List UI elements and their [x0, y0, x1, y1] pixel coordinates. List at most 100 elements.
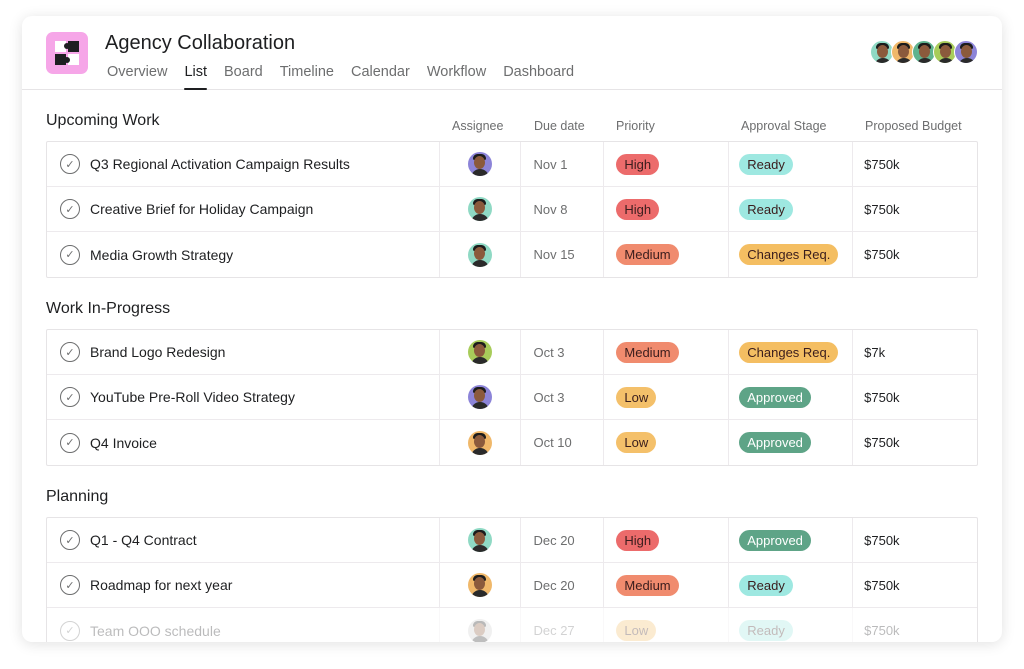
- task-name[interactable]: Creative Brief for Holiday Campaign: [90, 201, 314, 217]
- task-name[interactable]: Q4 Invoice: [90, 434, 157, 451]
- task-name[interactable]: Brand Logo Redesign: [90, 344, 226, 360]
- due-date-cell[interactable]: Nov 8: [521, 187, 605, 231]
- budget-cell[interactable]: $750k: [864, 577, 900, 593]
- task-name-cell[interactable]: ✓ Q1 - Q4 Contract: [47, 518, 440, 562]
- approval-cell[interactable]: Approved: [729, 420, 854, 465]
- assignee-cell[interactable]: [440, 142, 522, 186]
- due-date-cell[interactable]: Oct 10: [521, 420, 605, 465]
- tab-overview[interactable]: Overview: [107, 64, 168, 80]
- task-row[interactable]: ✓ Team OOO schedule Dec 27 Low Ready $750k: [47, 608, 977, 642]
- priority-cell[interactable]: Medium: [604, 563, 730, 607]
- complete-checkmark-icon[interactable]: ✓: [60, 199, 80, 219]
- tab-list[interactable]: List: [184, 64, 207, 90]
- member-avatar[interactable]: [954, 40, 978, 64]
- column-header-priority[interactable]: Priority: [616, 119, 655, 133]
- task-name-cell[interactable]: ✓ Team OOO schedule: [47, 608, 440, 642]
- budget-cell[interactable]: $750k: [864, 623, 900, 638]
- complete-checkmark-icon[interactable]: ✓: [60, 244, 80, 265]
- project-members[interactable]: [870, 40, 978, 64]
- budget-cell[interactable]: $750k: [864, 247, 900, 262]
- member-avatar[interactable]: [912, 40, 936, 64]
- approval-cell[interactable]: Ready: [729, 608, 854, 642]
- complete-checkmark-icon[interactable]: ✓: [60, 154, 80, 174]
- assignee-avatar[interactable]: [468, 618, 493, 642]
- task-row[interactable]: ✓ Q3 Regional Activation Campaign Results…: [47, 142, 977, 187]
- task-row[interactable]: ✓ Q1 - Q4 Contract Dec 20 High Approved $750k: [47, 518, 977, 563]
- task-row[interactable]: ✓ Q4 Invoice Oct 10 Low Approved $750k: [47, 420, 977, 465]
- assignee-cell[interactable]: [440, 563, 522, 607]
- column-header-approval[interactable]: Approval Stage: [741, 119, 827, 133]
- budget-cell[interactable]: $7k: [864, 344, 886, 360]
- complete-checkmark-icon[interactable]: ✓: [60, 530, 80, 550]
- priority-cell[interactable]: High: [604, 518, 730, 562]
- tab-dashboard[interactable]: Dashboard: [503, 64, 575, 80]
- tab-calendar[interactable]: Calendar: [350, 64, 410, 80]
- due-date-cell[interactable]: Oct 3: [521, 330, 605, 374]
- approval-cell[interactable]: Changes Req.: [729, 232, 854, 277]
- task-row[interactable]: ✓ Roadmap for next year Dec 20 Medium Ready $…: [47, 563, 977, 608]
- assignee-cell[interactable]: [440, 420, 522, 465]
- assignee-avatar[interactable]: [468, 340, 493, 364]
- task-name[interactable]: YouTube Pre-Roll Video Strategy: [90, 389, 295, 405]
- due-date-cell[interactable]: Dec 27: [521, 608, 605, 642]
- budget-cell[interactable]: $750k: [864, 201, 900, 217]
- assignee-cell[interactable]: [440, 187, 522, 231]
- task-name-cell[interactable]: ✓ Roadmap for next year: [47, 563, 440, 607]
- budget-cell[interactable]: $750k: [864, 156, 900, 172]
- assignee-cell[interactable]: [440, 375, 522, 419]
- budget-cell[interactable]: $750k: [864, 389, 900, 405]
- assignee-avatar[interactable]: [468, 152, 493, 176]
- assignee-cell[interactable]: [440, 232, 522, 277]
- task-name-cell[interactable]: ✓ Q3 Regional Activation Campaign Results: [47, 142, 440, 186]
- column-header-budget[interactable]: Proposed Budget: [865, 119, 962, 133]
- approval-cell[interactable]: Approved: [729, 375, 854, 419]
- task-name[interactable]: Q3 Regional Activation Campaign Results: [90, 156, 350, 172]
- task-name[interactable]: Media Growth Strategy: [90, 246, 234, 263]
- column-header-due[interactable]: Due date: [534, 119, 585, 133]
- approval-cell[interactable]: Approved: [729, 518, 854, 562]
- priority-cell[interactable]: Low: [604, 608, 730, 642]
- budget-cell[interactable]: $750k: [864, 532, 900, 548]
- due-date-cell[interactable]: Dec 20: [521, 563, 605, 607]
- task-row[interactable]: ✓ Creative Brief for Holiday Campaign Nov …: [47, 187, 977, 232]
- due-date-cell[interactable]: Oct 3: [521, 375, 605, 419]
- task-name-cell[interactable]: ✓ Q4 Invoice: [47, 420, 440, 465]
- task-row[interactable]: ✓ YouTube Pre-Roll Video Strategy Oct 3 Low…: [47, 375, 977, 420]
- budget-cell[interactable]: $750k: [864, 435, 900, 450]
- assignee-avatar[interactable]: [468, 430, 493, 455]
- complete-checkmark-icon[interactable]: ✓: [60, 575, 80, 595]
- assignee-avatar[interactable]: [468, 197, 493, 221]
- section-title[interactable]: Work In-Progress: [46, 300, 171, 317]
- section-title[interactable]: Planning: [46, 488, 109, 505]
- task-row[interactable]: ✓ Media Growth Strategy Nov 15 Medium Change…: [47, 232, 977, 277]
- column-header-assignee[interactable]: Assignee: [452, 119, 504, 133]
- task-name-cell[interactable]: ✓ Media Growth Strategy: [47, 232, 440, 277]
- task-name-cell[interactable]: ✓ Brand Logo Redesign: [47, 330, 440, 374]
- section-title[interactable]: Upcoming Work: [46, 112, 160, 129]
- task-name[interactable]: Q1 - Q4 Contract: [90, 532, 197, 548]
- complete-checkmark-icon[interactable]: ✓: [60, 432, 80, 453]
- approval-cell[interactable]: Ready: [729, 563, 854, 607]
- task-name-cell[interactable]: ✓ Creative Brief for Holiday Campaign: [47, 187, 440, 231]
- task-name-cell[interactable]: ✓ YouTube Pre-Roll Video Strategy: [47, 375, 440, 419]
- assignee-cell[interactable]: [440, 518, 522, 562]
- complete-checkmark-icon[interactable]: ✓: [60, 387, 80, 407]
- assignee-avatar[interactable]: [468, 385, 493, 409]
- member-avatar[interactable]: [870, 40, 894, 64]
- assignee-avatar[interactable]: [468, 528, 493, 552]
- approval-cell[interactable]: Changes Req.: [729, 330, 854, 374]
- priority-cell[interactable]: Medium: [604, 232, 730, 277]
- approval-cell[interactable]: Ready: [729, 187, 854, 231]
- priority-cell[interactable]: Low: [604, 420, 730, 465]
- priority-cell[interactable]: Medium: [604, 330, 730, 374]
- due-date-cell[interactable]: Nov 1: [521, 142, 605, 186]
- assignee-cell[interactable]: [440, 608, 522, 642]
- tab-workflow[interactable]: Workflow: [426, 64, 487, 80]
- approval-cell[interactable]: Ready: [729, 142, 854, 186]
- due-date-cell[interactable]: Dec 20: [521, 518, 605, 562]
- complete-checkmark-icon[interactable]: ✓: [60, 620, 80, 641]
- task-row[interactable]: ✓ Brand Logo Redesign Oct 3 Medium Changes R…: [47, 330, 977, 375]
- complete-checkmark-icon[interactable]: ✓: [60, 342, 80, 362]
- due-date-cell[interactable]: Nov 15: [521, 232, 605, 277]
- assignee-avatar[interactable]: [468, 573, 493, 597]
